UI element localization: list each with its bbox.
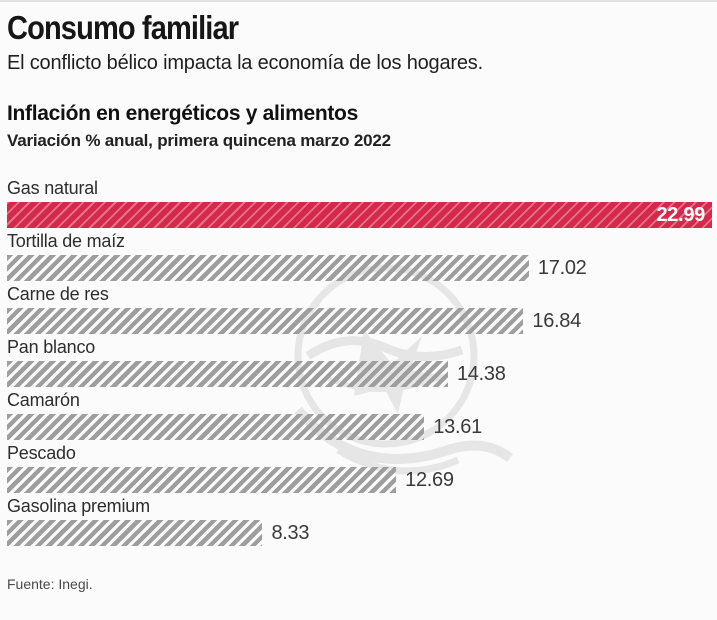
bar-row: Gasolina premium 8.33 [7,496,717,549]
bar-row: Gas natural 22.99 [7,178,717,231]
bar-track: 12.69 [7,467,717,493]
bar-value: 13.61 [433,415,482,438]
bar-row: Camarón 13.61 [7,390,717,443]
bar-value: 14.38 [456,362,506,385]
page-subtitle: El conflicto bélico impacta la economía … [7,52,483,74]
bar-category-label: Pan blanco [7,337,96,357]
chart-heading: Inflación en energéticos y alimentos [7,102,358,125]
bar-track: 13.61 [7,414,717,440]
bar-category-label: Camarón [7,390,80,410]
bar-row: Tortilla de maíz 17.02 [7,231,717,284]
bar-row: Carne de res 16.84 [7,284,717,337]
bar-row: Pescado 12.69 [7,443,717,496]
bar-value: 12.69 [405,468,454,491]
bar-category-label: Tortilla de maíz [7,231,125,251]
bar-category-label: Pescado [7,443,76,463]
bar-category-label: Gasolina premium [7,496,150,516]
bar-chart: Gas natural 22.99 Tortilla de maíz 17.02… [7,178,717,549]
bar-category-label: Gas natural [7,178,98,198]
bar-value: 16.84 [532,309,581,332]
bar-track: 8.33 [7,520,717,546]
source-note: Fuente: Inegi. [7,576,93,592]
bar [7,361,448,387]
bar-value: 22.99 [656,203,705,226]
bar-track: 17.02 [7,255,717,281]
bar: 22.99 [7,202,712,228]
bar-track: 14.38 [7,361,717,387]
bar [7,255,529,281]
bar [7,520,263,546]
bar [7,414,425,440]
bar-row: Pan blanco 14.38 [7,337,717,390]
bar-track: 22.99 [7,202,717,228]
bar-track: 16.84 [7,308,717,334]
page-title: Consumo familiar [7,9,239,46]
bar-value: 17.02 [537,256,587,279]
chart-subheading: Variación % anual, primera quincena marz… [7,131,391,150]
bar-value: 8.33 [271,521,310,544]
bar-category-label: Carne de res [7,284,109,304]
bar [7,308,524,334]
bar [7,467,397,493]
